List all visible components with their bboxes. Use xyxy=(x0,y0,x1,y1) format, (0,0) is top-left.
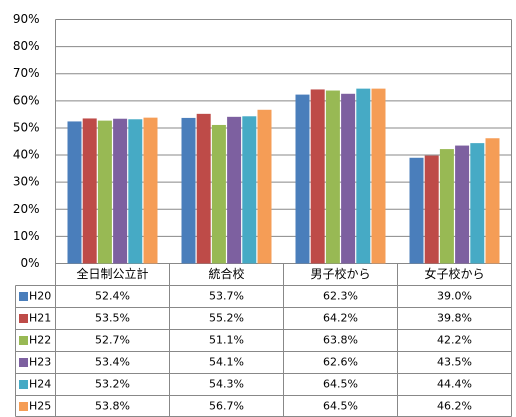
bar xyxy=(455,145,470,264)
bar xyxy=(211,124,226,264)
y-tick-label: 0% xyxy=(20,256,39,270)
legend-label: H23 xyxy=(29,356,51,369)
legend-key xyxy=(19,380,28,389)
bar xyxy=(295,94,310,264)
value-label: 56.7% xyxy=(209,400,244,413)
bar xyxy=(67,121,82,264)
bar xyxy=(128,119,143,264)
legend-key xyxy=(19,336,28,345)
legend-key xyxy=(19,314,28,323)
bar xyxy=(470,143,485,264)
value-label: 53.2% xyxy=(95,378,130,391)
value-label: 39.8% xyxy=(437,312,472,325)
legend-label: H25 xyxy=(29,400,51,413)
bar xyxy=(196,113,211,264)
value-label: 53.8% xyxy=(95,400,130,413)
x-tick-label: 女子校から xyxy=(424,266,484,281)
y-tick-label: 10% xyxy=(13,229,40,243)
value-label: 51.1% xyxy=(209,334,244,347)
value-label: 42.2% xyxy=(437,334,472,347)
value-label: 62.6% xyxy=(323,356,358,369)
bar xyxy=(227,116,242,264)
bar xyxy=(113,118,128,264)
legend-key xyxy=(19,402,28,411)
y-tick-label: 30% xyxy=(13,175,40,189)
y-tick-label: 50% xyxy=(13,120,40,134)
value-label: 53.5% xyxy=(95,312,130,325)
value-label: 64.2% xyxy=(323,312,358,325)
bar xyxy=(341,93,356,264)
bar xyxy=(485,138,500,264)
value-label: 52.7% xyxy=(95,334,130,347)
value-label: 53.4% xyxy=(95,356,130,369)
y-tick-label: 60% xyxy=(13,93,40,107)
value-label: 64.5% xyxy=(323,400,358,413)
value-label: 52.4% xyxy=(95,290,130,303)
y-tick-label: 80% xyxy=(13,39,40,53)
x-tick-label: 全日制公立計 xyxy=(76,266,148,281)
value-label: 46.2% xyxy=(437,400,472,413)
bar xyxy=(371,88,386,264)
value-label: 54.3% xyxy=(209,378,244,391)
bar xyxy=(325,90,340,264)
bar xyxy=(97,120,112,264)
x-tick-label: 男子校から xyxy=(310,266,370,281)
bar xyxy=(439,149,454,264)
bar xyxy=(310,89,325,264)
bar xyxy=(424,155,439,264)
bar xyxy=(356,88,371,264)
value-label: 43.5% xyxy=(437,356,472,369)
x-tick-label: 統合校 xyxy=(208,266,244,281)
legend-label: H20 xyxy=(29,290,51,303)
value-label: 55.2% xyxy=(209,312,244,325)
bar xyxy=(257,109,272,264)
y-tick-label: 70% xyxy=(13,66,40,80)
bar xyxy=(143,117,158,264)
bar xyxy=(181,117,196,264)
legend-label: H22 xyxy=(29,334,51,347)
value-label: 62.3% xyxy=(323,290,358,303)
legend-label: H21 xyxy=(29,312,51,325)
y-tick-label: 40% xyxy=(13,148,40,162)
value-label: 64.5% xyxy=(323,378,358,391)
value-label: 53.7% xyxy=(209,290,244,303)
value-label: 63.8% xyxy=(323,334,358,347)
value-label: 44.4% xyxy=(437,378,472,391)
bar xyxy=(409,157,424,264)
legend-key xyxy=(19,292,28,301)
legend-key xyxy=(19,358,28,367)
bar xyxy=(242,116,257,264)
value-label: 54.1% xyxy=(209,356,244,369)
bar xyxy=(82,118,97,264)
legend-label: H24 xyxy=(29,378,51,391)
y-tick-label: 90% xyxy=(13,12,40,26)
y-tick-label: 20% xyxy=(13,202,40,216)
value-label: 39.0% xyxy=(437,290,472,303)
